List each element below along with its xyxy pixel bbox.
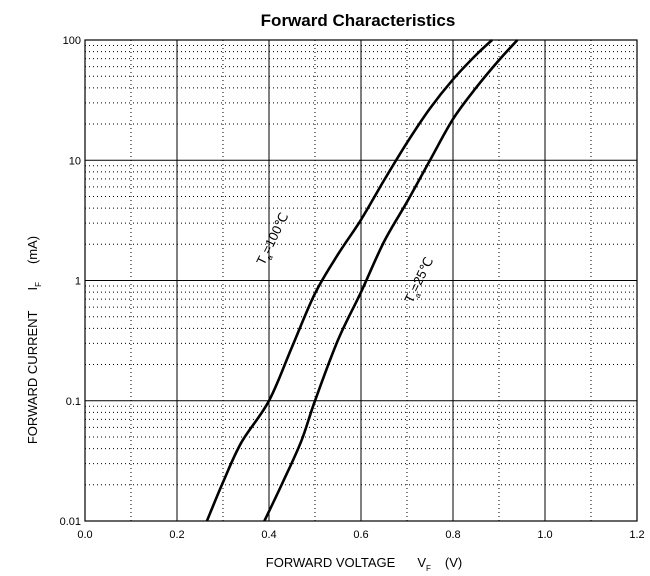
y-tick-label: 10	[69, 155, 81, 167]
x-axis-label-symbol: V	[417, 555, 426, 570]
y-axis-label: FORWARD CURRENT IF (mA)	[25, 236, 43, 444]
y-axis-label-symbol: I	[25, 287, 40, 291]
curve-label-ta25-subscript: a	[413, 291, 423, 299]
x-tick-label: 0.8	[445, 529, 460, 541]
tick-labels: 0.0 0.2 0.4 0.6 0.8 1.0 1.2 0.01 0.1 1 10 100	[60, 35, 645, 541]
y-axis-label-main: FORWARD CURRENT	[25, 310, 40, 444]
x-axis-label-main: FORWARD VOLTAGE	[266, 555, 396, 570]
plot-grid	[84, 39, 638, 522]
x-tick-label: 0.6	[353, 529, 368, 541]
curve-label-ta100-subscript: a	[265, 253, 275, 261]
y-tick-label: 0.1	[66, 396, 81, 408]
y-tick-label: 100	[63, 35, 81, 47]
series-line-ta100	[205, 39, 493, 522]
chart-title: Forward Characteristics	[261, 11, 456, 30]
x-axis-label-unit: (V)	[445, 555, 462, 570]
curve-label-ta100: Ta=100℃	[253, 210, 294, 268]
series-layer	[205, 39, 519, 522]
x-tick-label: 0.2	[169, 529, 184, 541]
curve-label-ta25-text: =25℃	[407, 255, 437, 295]
y-axis-label-unit: (mA)	[25, 236, 40, 264]
plot-frame	[84, 39, 638, 522]
x-tick-label: 0.0	[77, 529, 92, 541]
y-tick-label: 1	[75, 276, 81, 288]
x-tick-label: 1.0	[537, 529, 552, 541]
x-axis-label: FORWARD VOLTAGE VF (V)	[266, 555, 462, 573]
y-axis-label-subscript: F	[34, 282, 43, 287]
series-line-ta25	[263, 39, 519, 522]
x-axis-label-subscript: F	[426, 564, 431, 573]
x-tick-label: 1.2	[629, 529, 644, 541]
curve-label-ta100-text: =100℃	[259, 210, 292, 256]
x-tick-label: 0.4	[261, 529, 276, 541]
y-tick-label: 0.01	[60, 516, 81, 528]
